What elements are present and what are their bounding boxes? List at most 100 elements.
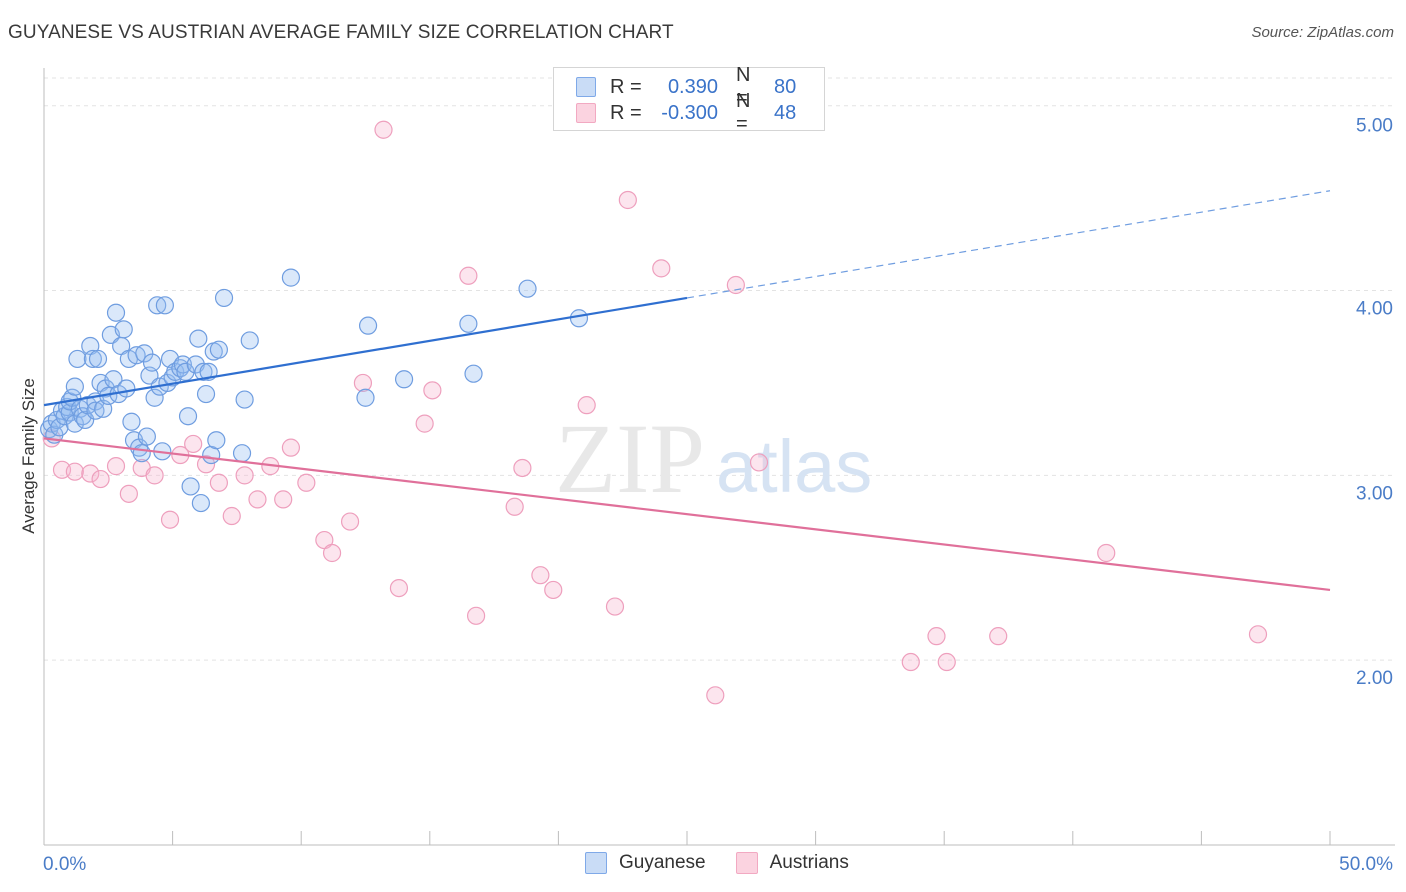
guyanese-point [142, 353, 162, 372]
guyanese-point [191, 493, 210, 513]
guyanese-point [68, 349, 87, 369]
guyanese-point [122, 412, 141, 431]
y-tick-labels: 2.00 3.00 4.00 5.00 [1356, 116, 1393, 689]
austrians-points [42, 120, 1268, 705]
austrians-point [91, 469, 110, 489]
austrians-swatch [576, 103, 596, 123]
austrians-point [605, 597, 625, 616]
austrians-point [927, 627, 946, 646]
legend-r-label: R = [610, 75, 642, 98]
guyanese-point [518, 279, 537, 298]
guyanese-point [281, 268, 301, 287]
watermark-atlas: atlas [716, 425, 872, 508]
austrians-point [577, 396, 596, 415]
guyanese-point [235, 390, 254, 409]
y-axis-label: Average Family Size [19, 378, 38, 534]
austrians-point [652, 259, 671, 278]
austrians-point [235, 466, 254, 485]
guyanese-point [106, 303, 126, 322]
guyanese-swatch [576, 77, 596, 97]
guyanese-point [232, 444, 252, 463]
legend-item-guyanese: Guyanese [585, 852, 706, 874]
axes [43, 68, 1395, 846]
guyanese-point [132, 444, 151, 463]
trend-lines [43, 190, 1331, 592]
austrians-point [726, 275, 745, 295]
legend-label-austrians: Austrians [769, 852, 849, 873]
y-tick-label: 5.00 [1356, 116, 1393, 137]
guyanese-point [176, 362, 195, 381]
guyanese-point [137, 427, 156, 446]
guyanese-point [214, 288, 234, 308]
legend-r-value: -0.300 [661, 101, 718, 124]
austrians-trendline [43, 437, 1331, 592]
guyanese-point [459, 314, 478, 333]
y-tick-label: 2.00 [1356, 668, 1393, 689]
austrians-point [248, 490, 267, 509]
austrians-point [196, 455, 216, 474]
austrians-point [119, 484, 138, 503]
legend-n-label: N = [736, 90, 751, 135]
guyanese-point [358, 316, 378, 335]
legend-item-austrians: Austrians [735, 852, 849, 874]
guyanese-point [394, 370, 414, 389]
guyanese-trendline-extension [686, 190, 1331, 299]
guyanese-point [464, 364, 483, 383]
guyanese-point [207, 431, 226, 450]
guyanese-point [114, 320, 133, 339]
austrians-point [544, 580, 563, 600]
x-tick-labels: 0.0% 50.0% [43, 854, 1393, 875]
guyanese-point [83, 349, 102, 369]
y-tick-label: 3.00 [1356, 483, 1393, 504]
watermark: ZIP atlas [555, 403, 872, 514]
austrians-point [106, 457, 126, 476]
austrians-point [340, 512, 360, 531]
guyanese-point [209, 340, 228, 359]
austrians-point [1248, 625, 1268, 644]
austrians-point [297, 473, 316, 492]
legend-r-label: R = [610, 101, 642, 124]
austrians-point [989, 627, 1008, 646]
guyanese-point [117, 379, 136, 398]
x-tick-label: 50.0% [1339, 854, 1393, 875]
guyanese-point [148, 296, 167, 315]
guyanese-point [356, 388, 375, 407]
austrians-point [901, 652, 920, 672]
guyanese-point [178, 407, 198, 426]
guyanese-point [194, 362, 213, 381]
legend-n-value: 48 [774, 101, 797, 124]
austrians-point [353, 373, 373, 393]
austrians-point [184, 434, 203, 454]
legend-label-guyanese: Guyanese [619, 852, 706, 873]
guyanese-point [145, 388, 164, 407]
source-label: Source: ZipAtlas.com [1251, 24, 1394, 41]
austrians-legend-swatch [735, 852, 758, 874]
austrians-point [706, 686, 725, 705]
series-legend: Guyanese Austrians [585, 852, 879, 874]
austrians-point [322, 543, 342, 563]
legend-n-value: 80 [774, 75, 797, 98]
austrians-point [459, 266, 478, 285]
guyanese-point [135, 344, 154, 363]
y-tick-label: 4.00 [1356, 299, 1393, 320]
legend-n-label: N = [736, 64, 751, 109]
guyanese-point [181, 477, 200, 496]
guyanese-point [88, 349, 108, 369]
austrians-point [466, 606, 486, 625]
guyanese-point [240, 331, 259, 350]
austrians-point [281, 438, 301, 457]
austrians-point [415, 414, 434, 433]
austrians-point [749, 453, 769, 472]
austrians-point [274, 490, 293, 509]
guyanese-point [76, 410, 95, 430]
correlation-legend: R = 0.390 N = 80 R = -0.300 N = 48 [553, 64, 825, 135]
x-tick-label: 0.0% [43, 854, 86, 875]
austrians-point [160, 510, 180, 529]
guyanese-point [173, 355, 192, 374]
austrians-point [1097, 543, 1116, 563]
austrians-point [531, 566, 550, 585]
watermark-zip: ZIP [555, 403, 705, 514]
austrians-point [937, 652, 956, 672]
guyanese-point [569, 309, 589, 328]
